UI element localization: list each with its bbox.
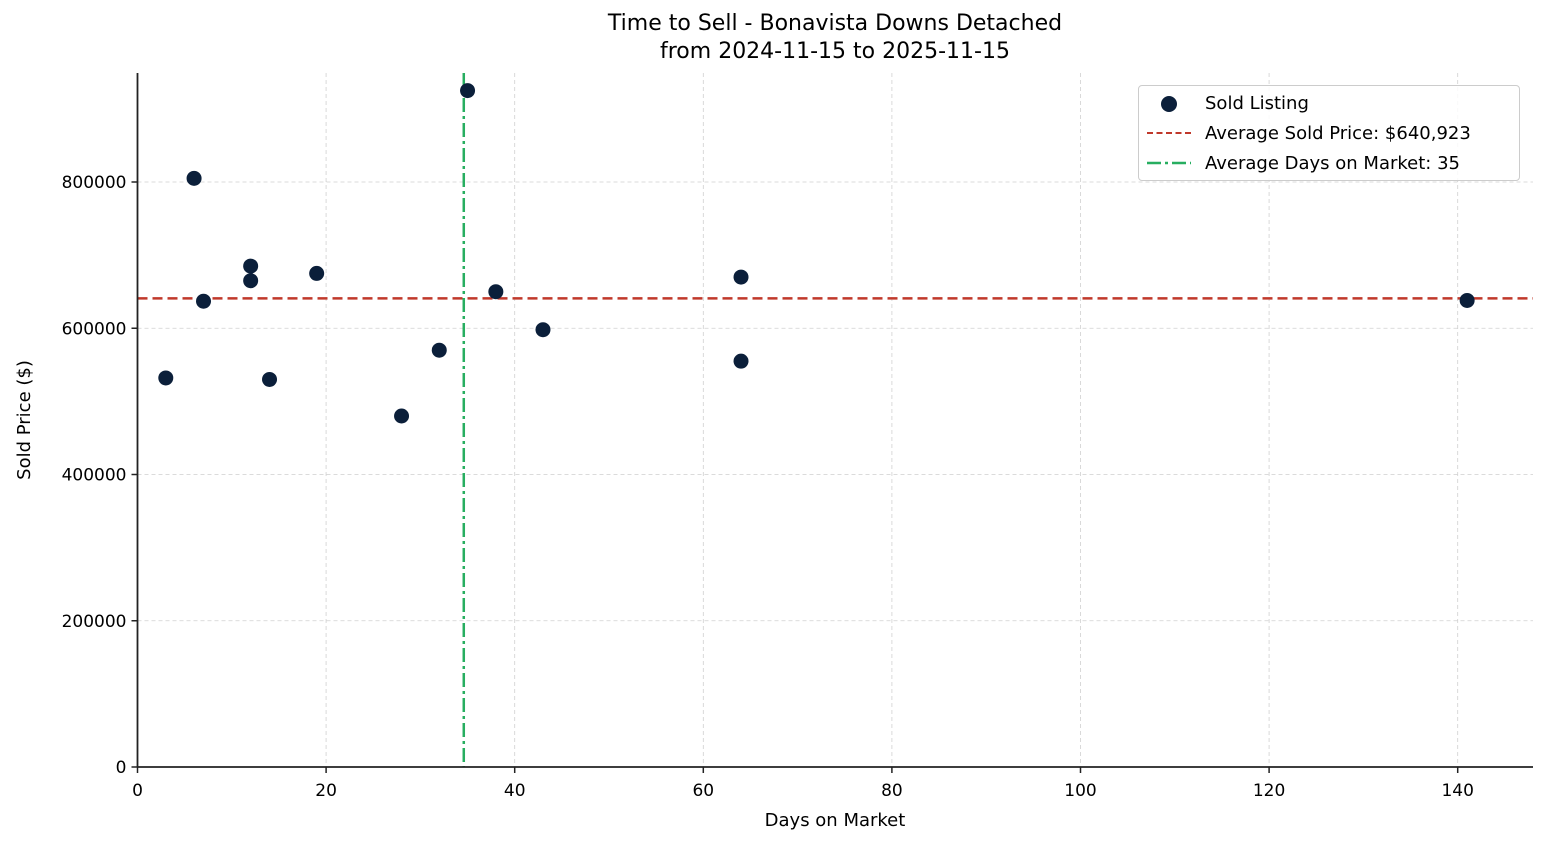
legend-label: Average Days on Market: 35 — [1205, 152, 1460, 174]
legend-item-average-days: Average Days on Market: 35 — [1139, 148, 1460, 178]
data-point — [460, 83, 476, 99]
x-tick-label: 60 — [692, 781, 714, 801]
chart-subtitle: from 2024-11-15 to 2025-11-15 — [660, 39, 1010, 64]
data-point — [733, 353, 749, 369]
legend-item-average-price: Average Sold Price: $640,923 — [1139, 118, 1471, 148]
x-tick-label: 80 — [881, 781, 903, 801]
data-point — [262, 371, 278, 387]
chart-title-main: Time to Sell - Bonavista Downs Detached — [607, 11, 1063, 36]
chart-title: Time to Sell - Bonavista Downs Detached … — [0, 10, 1547, 66]
legend-label: Sold Listing — [1205, 92, 1309, 114]
y-tick-label: 400000 — [62, 466, 127, 486]
x-axis-label: Days on Market — [765, 810, 906, 831]
x-tick-label: 40 — [504, 781, 526, 801]
data-point — [309, 265, 325, 281]
data-point — [1459, 292, 1475, 308]
data-point — [158, 370, 174, 386]
dashed-line-icon — [1147, 118, 1193, 148]
legend-label: Average Sold Price: $640,923 — [1205, 122, 1471, 144]
dashdot-line-icon — [1147, 148, 1193, 178]
data-point — [431, 342, 447, 358]
y-tick-label: 800000 — [62, 173, 127, 193]
y-tick-label: 200000 — [62, 612, 127, 632]
data-points — [158, 83, 1475, 424]
data-point — [488, 284, 504, 300]
data-point — [196, 293, 212, 309]
x-tick-label: 120 — [1253, 781, 1285, 801]
x-tick-label: 0 — [132, 781, 143, 801]
data-point — [186, 170, 202, 186]
legend: Sold Listing Average Sold Price: $640,92… — [1138, 85, 1520, 181]
x-tick-label: 20 — [315, 781, 337, 801]
x-tick-label: 140 — [1441, 781, 1473, 801]
data-point — [394, 408, 410, 424]
grid-lines — [137, 73, 1533, 767]
data-point — [243, 273, 259, 289]
y-axis-label: Sold Price ($) — [14, 360, 35, 480]
y-tick-label: 0 — [116, 758, 127, 778]
x-tick-label: 100 — [1064, 781, 1096, 801]
reference-lines — [137, 73, 1533, 767]
y-tick-label: 600000 — [62, 319, 127, 339]
data-point — [243, 258, 259, 274]
data-point — [535, 322, 551, 338]
data-point — [733, 269, 749, 285]
axes — [136, 73, 1533, 768]
legend-item-sold-listing: Sold Listing — [1139, 88, 1309, 118]
y-axis-ticks: 0 200000 400000 600000 800000 — [62, 173, 138, 778]
marker-dot-icon — [1147, 88, 1193, 118]
x-axis-ticks: 0 20 40 60 80 100 120 140 — [132, 767, 1474, 801]
